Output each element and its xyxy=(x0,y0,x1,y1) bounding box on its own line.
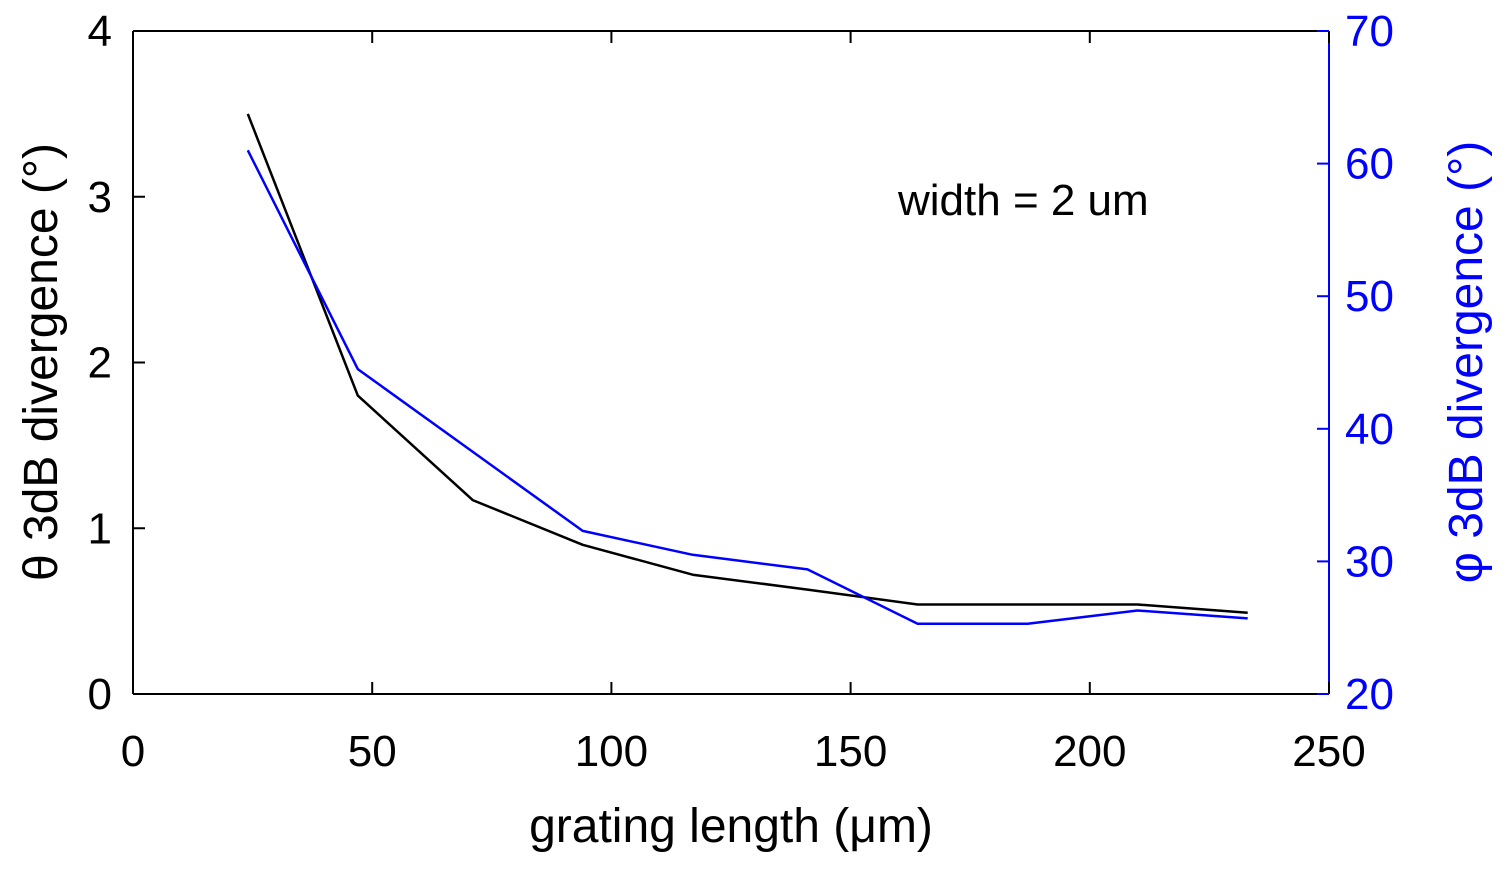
x-tick-label-0: 0 xyxy=(121,727,145,776)
x-tick-label-1: 50 xyxy=(348,727,397,776)
annotation-width: width = 2 um xyxy=(897,176,1149,225)
theta-series-line xyxy=(246,113,1248,615)
x-axis-title: grating length (μm) xyxy=(529,800,933,853)
plot-area xyxy=(133,31,1329,694)
y-right-tick-label-4: 60 xyxy=(1345,140,1394,189)
y-left-tick-label-3: 3 xyxy=(88,173,112,222)
y-right-tick-label-5: 70 xyxy=(1345,7,1394,56)
y-left-tick-label-0: 0 xyxy=(88,670,112,719)
axis-ticks: 0 50 100 150 200 250 0 1 2 3 4 20 30 40 50 60 70 xyxy=(88,7,1394,776)
y-right-tick-label-3: 50 xyxy=(1345,272,1394,321)
x-tick-label-2: 100 xyxy=(575,727,648,776)
y-left-tick-label-4: 4 xyxy=(88,7,112,56)
x-tick-label-3: 150 xyxy=(814,727,887,776)
y-right-tick-label-2: 40 xyxy=(1345,405,1394,454)
y-axis-left-title: θ 3dB divergence (°) xyxy=(15,143,68,581)
y-right-tick-label-1: 30 xyxy=(1345,537,1394,586)
y-axis-right-title: φ 3dB divergence (°) xyxy=(1440,141,1493,584)
y-right-tick-label-0: 20 xyxy=(1345,670,1394,719)
phi-series-line xyxy=(246,149,1248,625)
chart-marks xyxy=(246,113,1248,625)
y-left-tick-label-1: 1 xyxy=(88,504,112,553)
x-tick-label-4: 200 xyxy=(1053,727,1126,776)
x-tick-label-5: 250 xyxy=(1292,727,1365,776)
y-left-tick-label-2: 2 xyxy=(88,339,112,388)
